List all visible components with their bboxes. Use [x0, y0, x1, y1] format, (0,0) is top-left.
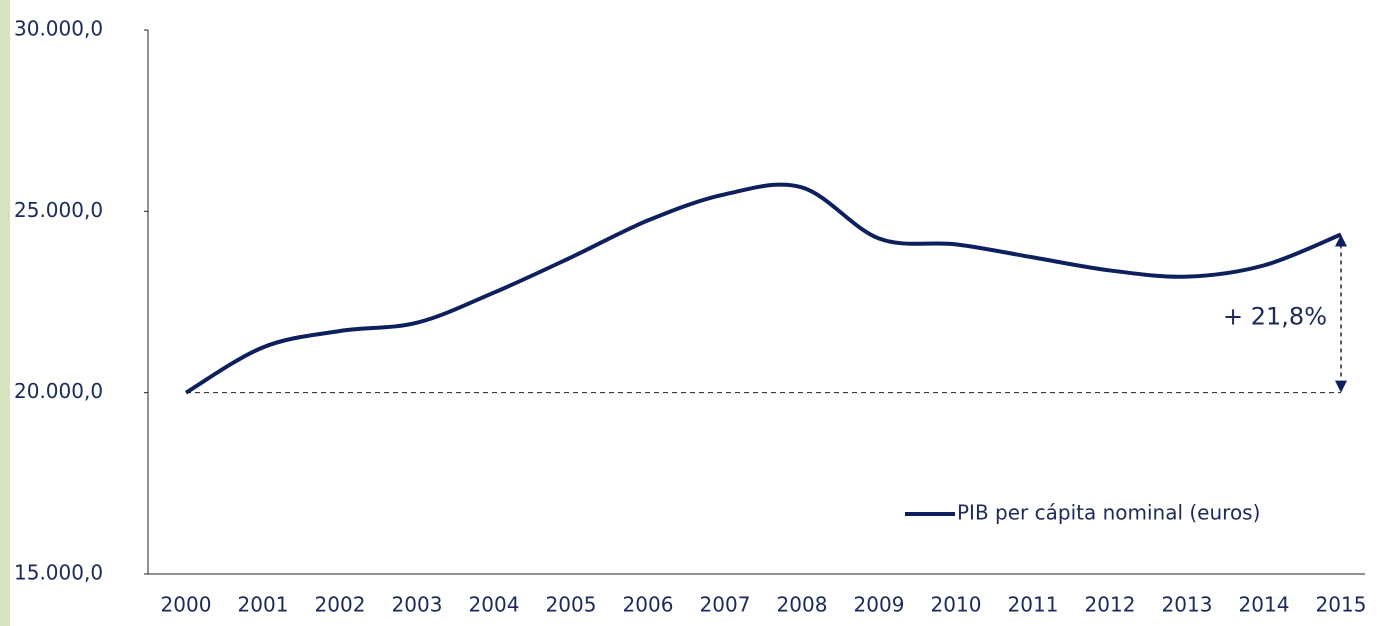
- arrow-head: [1335, 234, 1347, 247]
- x-tick-label: 2005: [546, 593, 597, 617]
- x-tick-label: 2004: [469, 593, 520, 617]
- x-tick-label: 2014: [1239, 593, 1290, 617]
- y-tick-label: 30.000,0: [14, 17, 103, 41]
- x-tick-label: 2011: [1008, 593, 1059, 617]
- x-tick-label: 2006: [623, 593, 674, 617]
- annotation: + 21,8%: [1223, 303, 1327, 331]
- arrow-head: [1335, 380, 1347, 393]
- x-tick-label: 2007: [700, 593, 751, 617]
- x-tick-label: 2002: [315, 593, 366, 617]
- x-tick-label: 2003: [392, 593, 443, 617]
- legend-label: PIB per cápita nominal (euros): [957, 501, 1260, 525]
- x-tick-label: 2001: [238, 593, 289, 617]
- x-tick-label: 2009: [854, 593, 905, 617]
- y-tick-label: 20.000,0: [14, 379, 103, 403]
- line: [184, 182, 1342, 395]
- x-tick-label: 2008: [777, 593, 828, 617]
- side-strip: [0, 0, 10, 626]
- x-tick-label: 2012: [1085, 593, 1136, 617]
- y-tick-label: 15.000,0: [14, 561, 103, 585]
- y-tick-label: 25.000,0: [14, 198, 103, 222]
- x-tick-label: 2013: [1162, 593, 1213, 617]
- x-tick-label: 2015: [1316, 593, 1367, 617]
- x-tick-label: 2010: [931, 593, 982, 617]
- x-tick-label: 2000: [161, 593, 212, 617]
